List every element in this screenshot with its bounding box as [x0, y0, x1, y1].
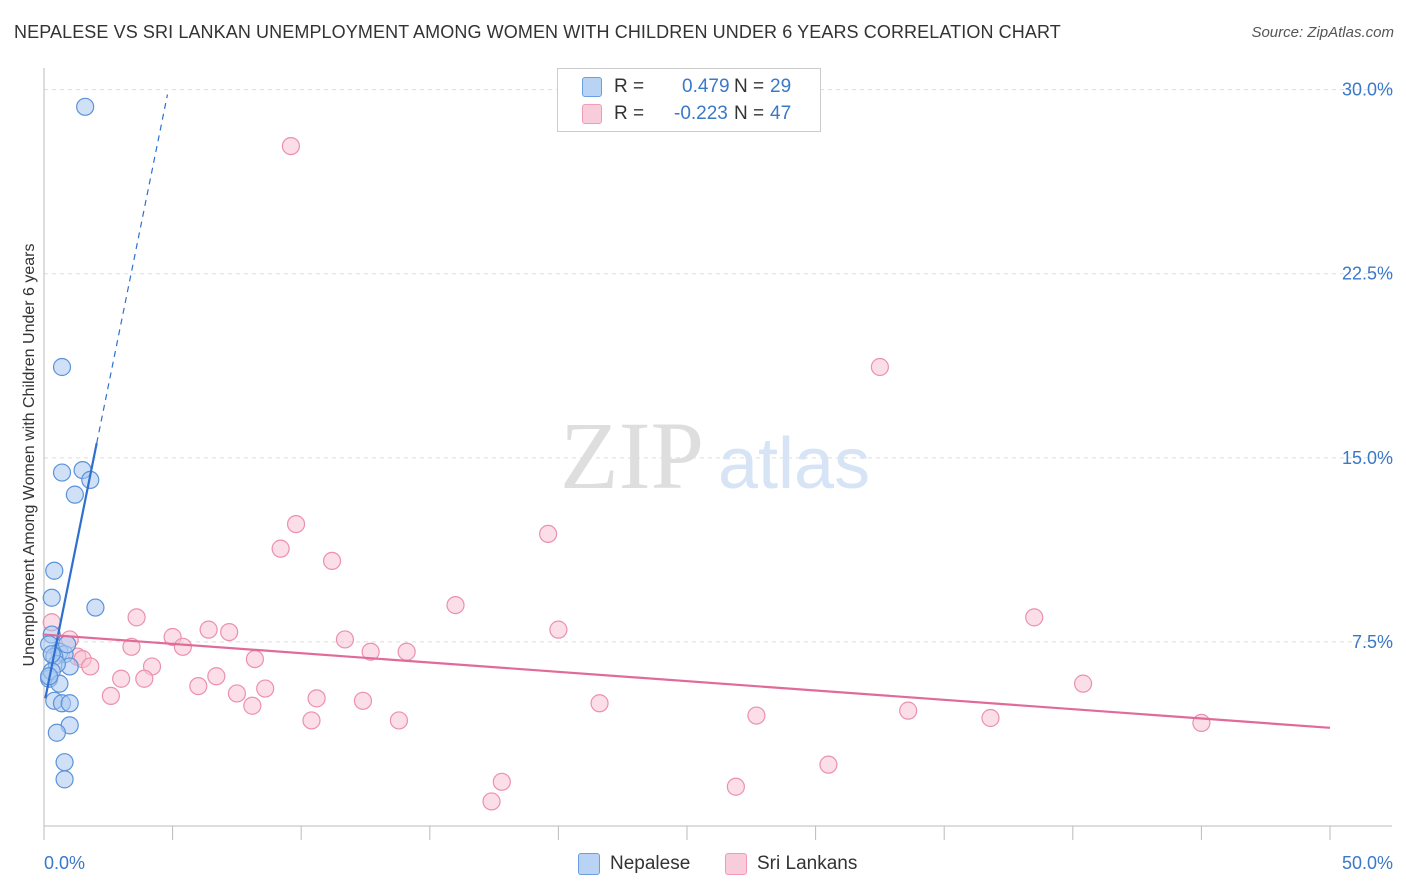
- srilankans-point: [281, 136, 301, 156]
- correlation-legend: R = 0.479 N = 29 R = -0.223 N = 47: [557, 68, 821, 132]
- legend-n-label: N =: [734, 103, 765, 124]
- srilankans-point: [539, 524, 558, 544]
- srilankans-point: [335, 630, 355, 649]
- srilankans-point: [173, 637, 192, 656]
- axes: [43, 68, 1392, 840]
- srilankans-point: [726, 777, 745, 796]
- chart-title: NEPALESE VS SRI LANKAN UNEMPLOYMENT AMON…: [14, 22, 1061, 42]
- srilankans-point: [81, 657, 100, 676]
- srilankans-point: [1025, 608, 1044, 627]
- srilankans-point: [112, 669, 131, 688]
- srilankans-point: [307, 689, 326, 708]
- nepalese-point: [45, 561, 64, 580]
- srilankans-point: [389, 711, 409, 730]
- source-label: Source: ZipAtlas.com: [1251, 24, 1394, 41]
- srilankans-point: [207, 667, 226, 686]
- srilankans-point: [353, 691, 373, 710]
- legend-swatch-nepalese: [582, 77, 602, 97]
- srilankans-point: [446, 595, 465, 615]
- watermark-zip: ZIP: [560, 402, 704, 509]
- nepalese-trend-extension: [96, 94, 169, 444]
- srilankans-point: [220, 622, 239, 642]
- legend-n-label: N =: [734, 76, 765, 97]
- nepalese-point: [55, 770, 74, 789]
- watermark: ZIP atlas: [560, 402, 870, 509]
- srilankans-point: [870, 357, 890, 377]
- nepalese-point: [76, 97, 95, 116]
- legend-n-value: 29: [770, 76, 792, 97]
- legend-n-value: 47: [770, 103, 792, 124]
- srilankans-point: [122, 637, 141, 656]
- srilankans-point: [271, 539, 290, 558]
- nepalese-point: [52, 357, 72, 377]
- x-tick-label: 50.0%: [1342, 853, 1393, 873]
- srilankans-point: [397, 642, 416, 661]
- srilankans-trend-line: [43, 633, 1331, 729]
- nepalese-point: [86, 598, 105, 617]
- x-tick-label: 0.0%: [44, 853, 85, 873]
- y-tick-label: 7.5%: [1352, 632, 1393, 652]
- bottom-swatch-nepalese: [578, 853, 600, 875]
- nepalese-point: [60, 694, 79, 713]
- srilankans-point: [322, 551, 342, 571]
- srilankans-point: [482, 792, 501, 811]
- bottom-label-srilankans: Sri Lankans: [757, 853, 858, 874]
- bottom-label-nepalese: Nepalese: [610, 853, 691, 874]
- y-axis-label: Unemployment Among Women with Children U…: [21, 243, 38, 666]
- srilankans-point: [302, 711, 321, 730]
- srilankans-series: [42, 136, 1211, 811]
- srilankans-point: [590, 694, 609, 713]
- legend-r-label: R =: [614, 103, 645, 124]
- srilankans-point: [135, 669, 154, 688]
- srilankans-point: [243, 696, 262, 715]
- legend-r-value: 0.479: [682, 76, 730, 97]
- y-tick-label: 15.0%: [1342, 448, 1393, 468]
- srilankans-point: [127, 608, 146, 627]
- nepalese-series: [40, 97, 105, 789]
- grid-lines: [44, 89, 1392, 643]
- bottom-swatch-srilankans: [725, 853, 747, 875]
- srilankans-point: [819, 755, 838, 774]
- srilankans-point: [286, 514, 306, 534]
- nepalese-point: [55, 753, 74, 772]
- srilankans-point: [256, 679, 275, 698]
- tick-labels: 7.5% 15.0% 22.5% 30.0% 0.0% 50.0%: [44, 80, 1393, 873]
- nepalese-point: [42, 588, 61, 607]
- srilankans-point: [981, 708, 1000, 728]
- nepalese-point: [47, 723, 66, 742]
- trend-lines: [43, 94, 1331, 729]
- srilankans-point: [189, 676, 208, 696]
- y-tick-label: 22.5%: [1342, 264, 1393, 284]
- srilankans-point: [1073, 674, 1093, 693]
- legend-r-label: R =: [614, 76, 645, 97]
- legend-r-value: -0.223: [674, 103, 728, 124]
- nepalese-point: [65, 485, 84, 504]
- srilankans-point: [361, 642, 380, 661]
- srilankans-point: [549, 620, 568, 639]
- srilankans-point: [492, 772, 511, 791]
- nepalese-trend-line: [44, 442, 98, 699]
- nepalese-point: [52, 463, 72, 482]
- nepalese-point: [42, 645, 61, 664]
- srilankans-point: [101, 686, 120, 706]
- srilankans-point: [747, 706, 766, 725]
- srilankans-point: [227, 684, 246, 703]
- legend-swatch-srilankans: [582, 104, 602, 124]
- watermark-atlas: atlas: [718, 424, 870, 504]
- nepalese-point: [58, 635, 77, 654]
- srilankans-point: [245, 649, 265, 669]
- srilankans-point: [899, 701, 918, 720]
- srilankans-point: [199, 620, 218, 639]
- y-tick-label: 30.0%: [1342, 80, 1393, 100]
